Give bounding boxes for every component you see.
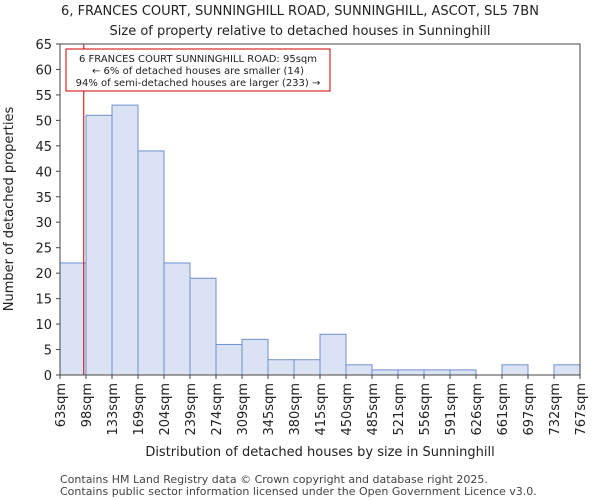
x-tick-label: 239sqm [184, 383, 199, 436]
x-tick-label: 133sqm [106, 383, 121, 436]
x-tick-label: 626sqm [470, 383, 485, 436]
histogram-bar [397, 369, 425, 376]
histogram-bar [189, 277, 217, 376]
chart-title-line2: Size of property relative to detached ho… [110, 24, 491, 39]
plot-frame [59, 43, 581, 376]
x-tick-label: 380sqm [288, 383, 303, 436]
histogram-bar [137, 150, 165, 376]
y-tick-label: 10 [35, 318, 52, 333]
x-tick-label: 767sqm [574, 383, 589, 436]
histogram-bar [163, 262, 191, 376]
annotation-line3: 94% of semi-detached houses are larger (… [76, 78, 321, 89]
x-tick-label: 345sqm [262, 383, 277, 436]
x-axis-ticks: 63sqm 98sqm 133sqm 169sqm 204sqm 239sqm 274sqm… [54, 375, 589, 436]
histogram-bar [85, 114, 113, 376]
histogram-bar [423, 369, 451, 376]
histogram-bar [111, 104, 139, 376]
y-tick-label: 45 [35, 140, 52, 155]
x-tick-label: 274sqm [210, 383, 225, 436]
x-tick-label: 591sqm [444, 383, 459, 436]
histogram-bar [501, 364, 529, 376]
bars-group [59, 104, 581, 376]
x-axis-label: Distribution of detached houses by size … [145, 445, 494, 460]
x-tick-label: 309sqm [236, 383, 251, 436]
histogram-bar [215, 343, 243, 376]
x-tick-label: 450sqm [340, 383, 355, 436]
y-tick-label: 55 [35, 89, 52, 104]
footer-line1: Contains HM Land Registry data © Crown c… [60, 473, 488, 486]
x-tick-label: 415sqm [314, 383, 329, 436]
y-tick-label: 0 [44, 369, 52, 384]
histogram-bar [449, 369, 477, 376]
histogram-bar [293, 359, 321, 376]
x-tick-label: 63sqm [54, 383, 69, 427]
histogram-bar [241, 338, 269, 376]
x-tick-label: 697sqm [522, 383, 537, 436]
x-tick-label: 661sqm [496, 383, 511, 436]
footer-line2: Contains public sector information licen… [60, 485, 537, 498]
histogram-bar [319, 333, 347, 376]
annotation-box-border [65, 48, 331, 92]
x-tick-label: 485sqm [366, 383, 381, 436]
annotation-line1: 6 FRANCES COURT SUNNINGHILL ROAD: 95sqm [79, 54, 317, 65]
y-tick-label: 50 [35, 114, 52, 129]
histogram-bar [267, 359, 295, 376]
x-tick-label: 204sqm [158, 383, 173, 436]
x-tick-label: 521sqm [392, 383, 407, 436]
y-tick-label: 60 [35, 63, 52, 78]
x-tick-label: 169sqm [132, 383, 147, 436]
y-tick-label: 15 [35, 293, 52, 308]
histogram-bar [345, 364, 373, 376]
x-tick-label: 732sqm [548, 383, 563, 436]
y-tick-label: 20 [35, 267, 52, 282]
histogram-bar [59, 262, 87, 376]
y-tick-label: 40 [35, 165, 52, 180]
y-axis-label: Number of detached properties [2, 107, 17, 312]
y-tick-label: 35 [35, 191, 52, 206]
x-tick-label: 98sqm [80, 383, 95, 427]
histogram-bar [553, 364, 581, 376]
histogram-bar [371, 369, 399, 376]
x-tick-label: 556sqm [418, 383, 433, 436]
annotation-box: 6 FRANCES COURT SUNNINGHILL ROAD: 95sqm … [65, 48, 331, 92]
histogram-chart: 6, FRANCES COURT, SUNNINGHILL ROAD, SUNN… [2, 4, 589, 460]
y-tick-label: 65 [35, 38, 52, 53]
y-tick-label: 5 [44, 344, 52, 359]
y-axis-ticks: 0 5 10 15 20 25 30 35 40 45 50 55 60 65 [35, 38, 60, 384]
y-tick-label: 30 [35, 216, 52, 231]
y-tick-label: 25 [35, 242, 52, 257]
annotation-line2: ← 6% of detached houses are smaller (14) [92, 66, 304, 77]
chart-title-line1: 6, FRANCES COURT, SUNNINGHILL ROAD, SUNN… [61, 4, 539, 19]
